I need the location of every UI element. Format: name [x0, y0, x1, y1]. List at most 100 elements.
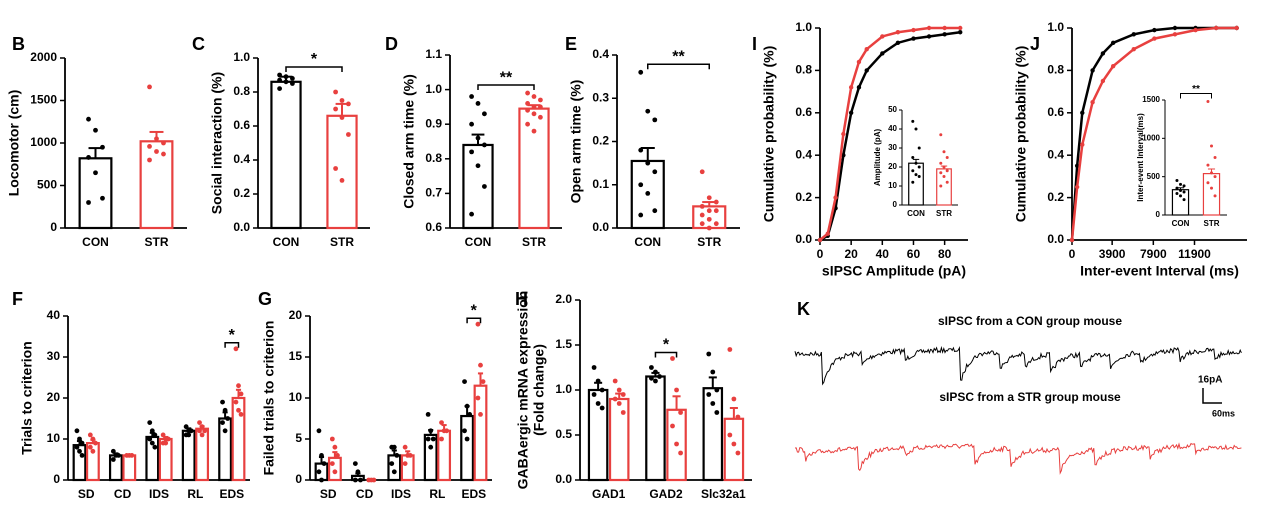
data-point: [152, 432, 158, 438]
y-tick-label: 10: [289, 390, 303, 404]
bar: [122, 454, 137, 482]
panel-label: C: [192, 34, 205, 54]
data-point: [428, 444, 434, 450]
curve-marker: [1131, 47, 1136, 52]
x-tick-label: 40: [876, 247, 890, 261]
data-point: [391, 469, 397, 475]
data-point: [1206, 163, 1210, 167]
curve-marker: [1152, 36, 1157, 41]
bar: [936, 168, 952, 206]
data-point: [699, 221, 705, 227]
y-axis-label: Open arm time (%): [568, 80, 584, 204]
data-point: [475, 101, 481, 106]
significance-label: **: [500, 69, 513, 86]
curve-marker: [1172, 32, 1178, 37]
y-tick-label: 0.0: [555, 472, 572, 486]
panel-label: J: [1030, 34, 1040, 54]
y-axis-label: Amplitude (pA): [873, 129, 882, 187]
data-point: [1182, 190, 1186, 194]
data-point: [79, 453, 85, 458]
y-tick-label: 500: [1147, 172, 1161, 181]
data-point: [620, 392, 626, 397]
data-point: [160, 432, 166, 438]
data-point: [149, 440, 155, 446]
data-point: [339, 178, 345, 183]
data-point: [478, 362, 483, 368]
data-point: [653, 378, 658, 384]
data-point: [110, 457, 116, 462]
data-point: [914, 161, 918, 165]
curve-marker: [926, 34, 932, 39]
data-point: [283, 79, 289, 85]
y-tick-label: 0.1: [592, 177, 609, 191]
data-point: [657, 374, 662, 379]
data-point: [161, 151, 166, 157]
y-axis-label: Social interaction (%): [209, 72, 225, 214]
y-tick-label: 0.2: [795, 190, 812, 204]
y-tick-label: 0: [53, 472, 60, 486]
data-point: [469, 121, 474, 127]
data-point: [402, 444, 408, 450]
data-point: [1179, 194, 1182, 198]
data-point: [222, 407, 228, 413]
data-point: [531, 104, 537, 110]
x-tick-label: RL: [429, 487, 445, 501]
data-point: [538, 114, 543, 120]
bar: [387, 454, 402, 482]
x-tick-label: 7900: [1140, 247, 1167, 261]
data-point: [525, 90, 530, 96]
curve-marker: [942, 32, 947, 37]
data-point: [86, 200, 91, 205]
data-point: [147, 84, 152, 90]
bar: [270, 80, 302, 230]
y-tick-label: 0.0: [592, 220, 609, 234]
significance-bracket: [477, 84, 535, 91]
curve-marker: [880, 51, 885, 56]
data-point: [346, 132, 351, 137]
data-point: [591, 365, 597, 370]
curve-marker: [1110, 40, 1116, 46]
data-point: [616, 387, 622, 393]
x-tick-label: EDS: [219, 487, 244, 501]
data-point: [90, 436, 96, 442]
data-point: [482, 142, 487, 148]
data-point: [321, 461, 327, 466]
significance-label: **: [1192, 84, 1200, 95]
data-point: [199, 432, 205, 438]
x-tick-label: 60: [907, 247, 921, 261]
bar: [326, 114, 358, 230]
data-point: [220, 399, 225, 405]
data-point: [149, 428, 155, 434]
data-point: [333, 106, 338, 112]
data-point: [161, 140, 166, 146]
bar: [608, 397, 630, 482]
data-point: [652, 169, 658, 175]
data-point: [1182, 184, 1186, 188]
data-point: [199, 424, 205, 430]
curve-marker: [825, 231, 830, 236]
data-point: [714, 410, 720, 415]
y-tick-label: 0.3: [592, 90, 609, 104]
data-point: [329, 436, 335, 442]
data-point: [233, 399, 239, 405]
data-point: [525, 121, 530, 127]
data-point: [352, 477, 358, 483]
panel-label: K: [797, 299, 810, 319]
bar: [460, 414, 475, 482]
data-point: [1210, 186, 1213, 190]
data-point: [674, 441, 679, 447]
data-point: [475, 135, 481, 141]
data-point: [197, 420, 202, 425]
y-tick-label: 0: [893, 200, 898, 209]
data-point: [911, 169, 915, 173]
data-point: [467, 412, 473, 417]
data-point: [638, 182, 644, 188]
data-point: [316, 428, 322, 434]
data-point: [1213, 175, 1217, 179]
data-point: [152, 444, 158, 450]
data-point: [430, 436, 436, 442]
data-point: [233, 346, 239, 352]
data-point: [942, 165, 946, 169]
data-point: [77, 448, 82, 454]
